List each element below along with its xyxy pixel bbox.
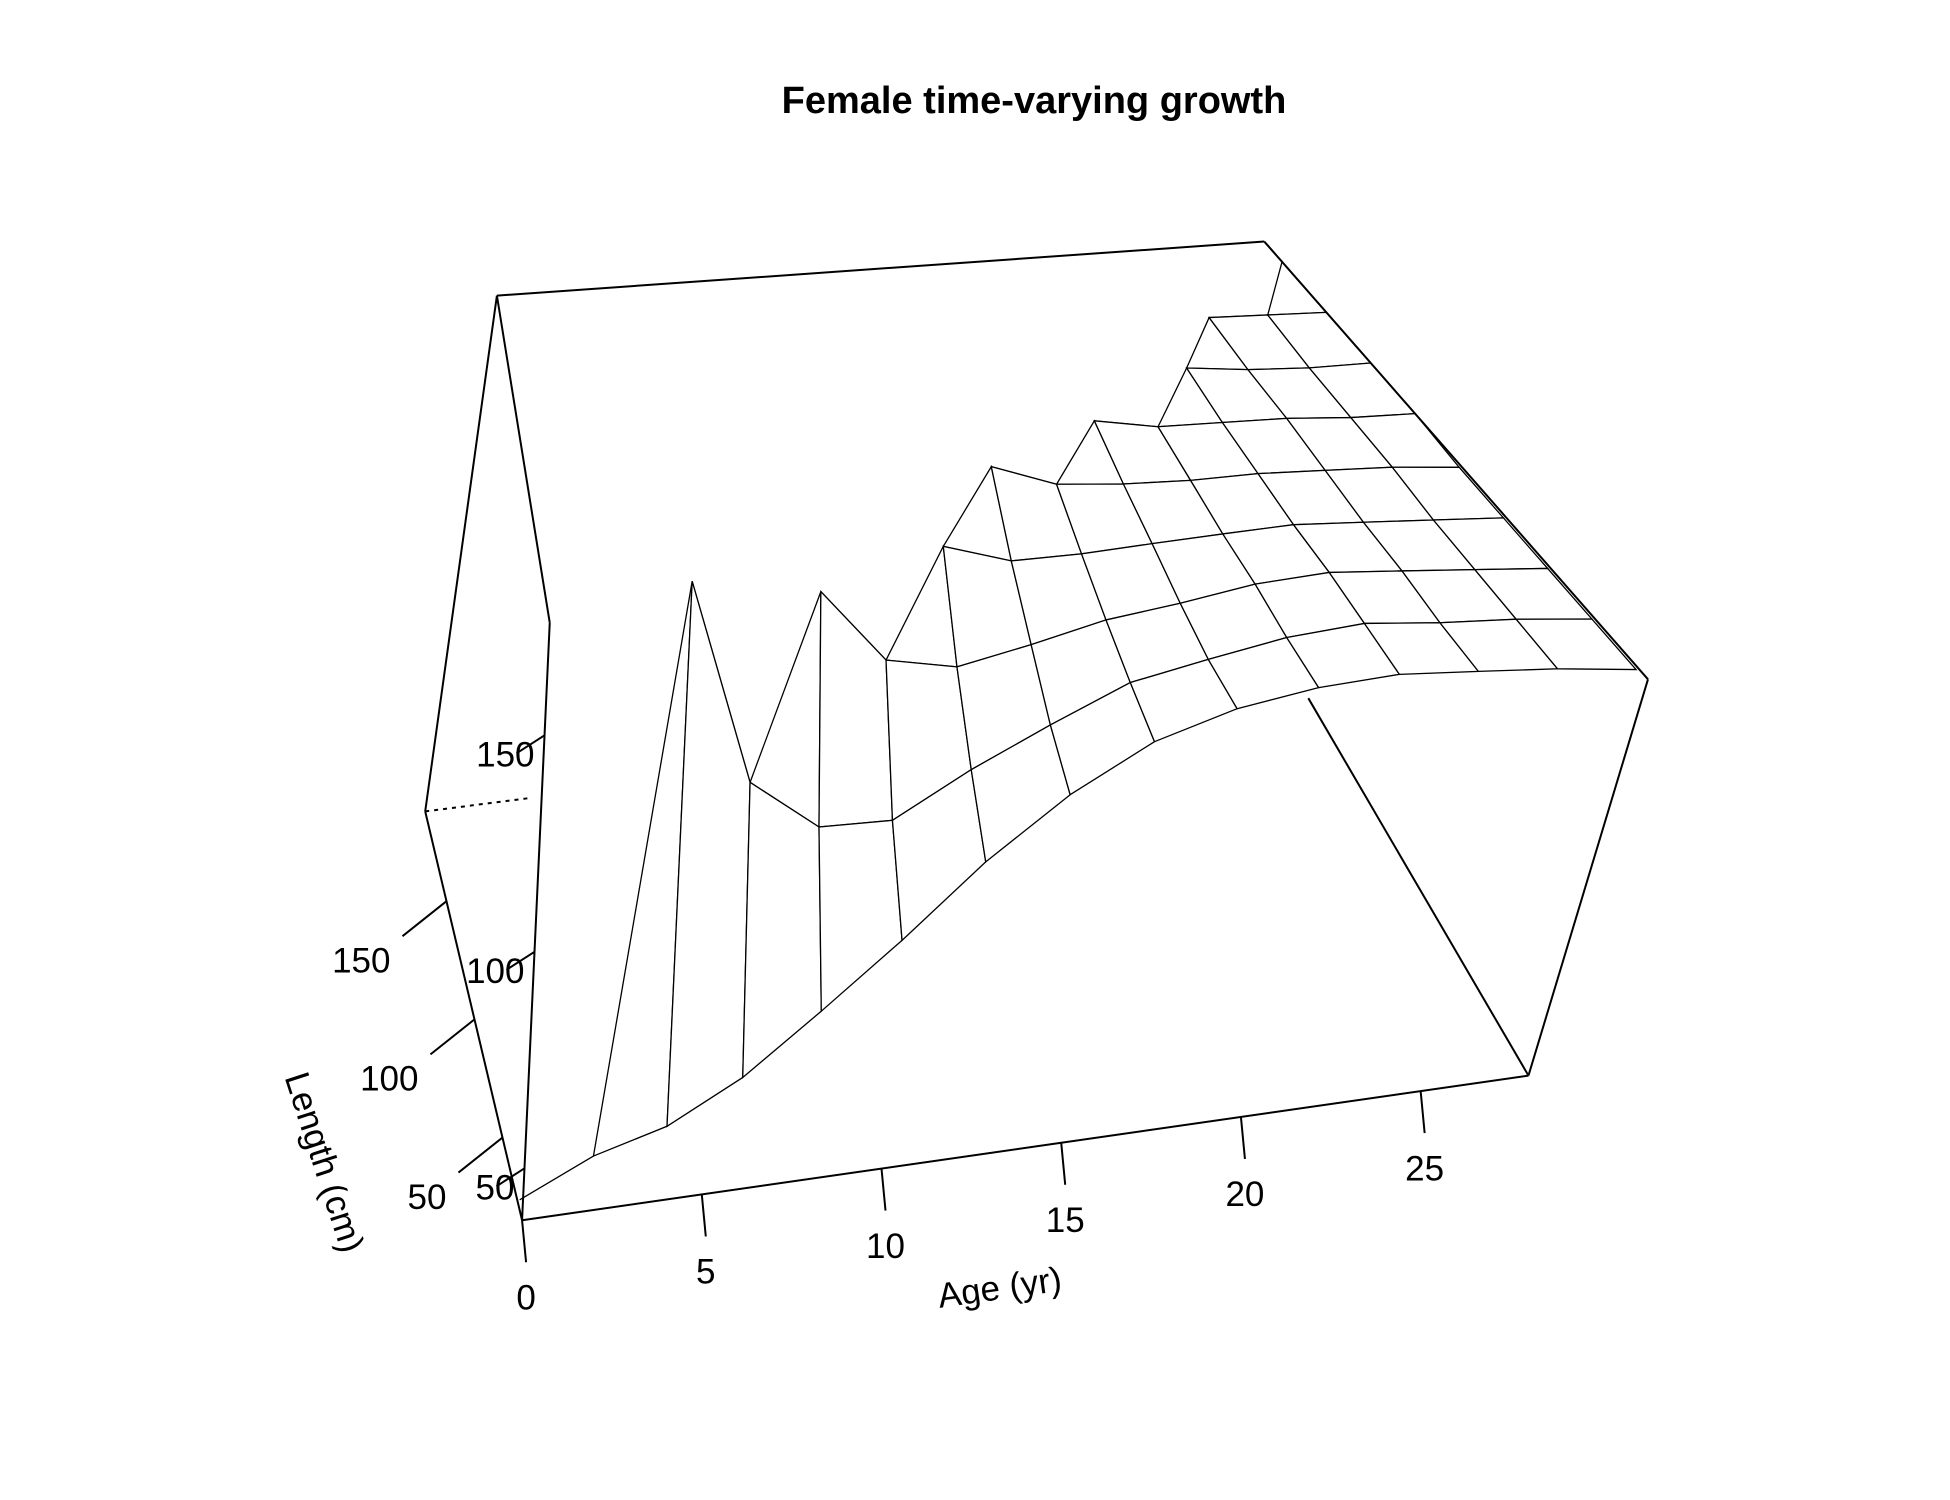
surface-patch bbox=[1266, 260, 1328, 316]
x-tick-label: 15 bbox=[1046, 1201, 1085, 1240]
y-axis-label: Length (cm) bbox=[277, 1067, 372, 1257]
box-edge bbox=[1307, 697, 1530, 1077]
box-edge bbox=[521, 1074, 1529, 1222]
z-tick bbox=[495, 1167, 526, 1188]
surface-edge bbox=[519, 1155, 594, 1201]
x-tick-label: 10 bbox=[866, 1227, 905, 1266]
x-tick bbox=[700, 1194, 707, 1237]
box-edge bbox=[1527, 679, 1649, 1076]
x-tick bbox=[1060, 1142, 1067, 1185]
hidden-edge bbox=[425, 796, 532, 813]
z-tick bbox=[505, 950, 536, 971]
x-tick bbox=[1419, 1090, 1426, 1134]
box-edge bbox=[495, 295, 551, 623]
x-tick bbox=[1239, 1116, 1246, 1160]
box-edge bbox=[521, 622, 551, 1221]
x-tick-label: 25 bbox=[1405, 1149, 1444, 1188]
x-tick-label: 0 bbox=[516, 1279, 535, 1318]
box-edge bbox=[1263, 240, 1649, 680]
box-edge bbox=[496, 240, 1265, 297]
y-tick-label: 150 bbox=[332, 941, 390, 980]
y-tick-label: 50 bbox=[408, 1178, 447, 1217]
x-tick bbox=[521, 1220, 528, 1263]
z-tick-label: 100 bbox=[466, 952, 524, 991]
y-tick bbox=[429, 1018, 476, 1056]
surface-patch bbox=[1514, 618, 1638, 671]
surface-patch bbox=[818, 819, 903, 1013]
x-tick-label: 5 bbox=[696, 1253, 715, 1292]
surface-patch bbox=[742, 781, 822, 1079]
z-tick bbox=[515, 734, 546, 755]
chart-title: Female time-varying growth bbox=[782, 80, 1287, 122]
x-tick-label: 20 bbox=[1225, 1175, 1264, 1214]
y-tick bbox=[401, 900, 448, 937]
z-tick-label: 50 bbox=[476, 1169, 515, 1208]
y-tick-label: 100 bbox=[360, 1060, 418, 1099]
x-axis-label: Age (yr) bbox=[935, 1260, 1064, 1316]
box-edge bbox=[424, 811, 524, 1221]
surface-patch bbox=[818, 589, 894, 828]
y-tick bbox=[457, 1136, 504, 1174]
z-tick-label: 150 bbox=[476, 736, 534, 775]
box-edge bbox=[424, 295, 498, 812]
x-tick bbox=[880, 1168, 887, 1211]
